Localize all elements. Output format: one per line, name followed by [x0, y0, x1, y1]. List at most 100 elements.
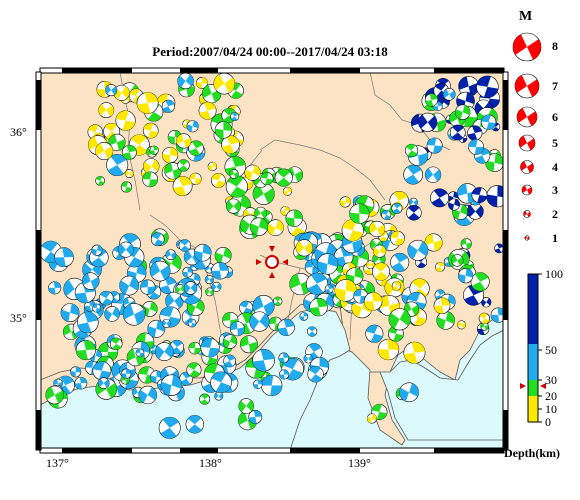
magnitude-legend: [512, 32, 542, 241]
earthquake-ball-376: [467, 125, 483, 141]
magnitude-legend-ball-8: [512, 32, 542, 62]
earthquake-ball-177: [98, 102, 115, 119]
magnitude-label-5: 5: [552, 136, 558, 150]
magnitude-legend-ball-6: [516, 106, 538, 128]
earthquake-ball-43: [214, 391, 224, 401]
earthquake-ball-462: [210, 371, 232, 394]
earthquake-ball-312: [368, 220, 386, 238]
earthquake-ball-343: [403, 164, 423, 185]
earthquake-ball-378: [468, 139, 485, 155]
earthquake-ball-359: [485, 153, 504, 173]
latitude-label-35: 35°: [10, 311, 27, 325]
magnitude-legend-title: M: [519, 9, 533, 24]
earthquake-ball-405: [458, 268, 474, 284]
earthquake-ball-96: [186, 362, 202, 378]
earthquake-ball-437: [277, 318, 295, 337]
earthquake-ball-444: [371, 403, 388, 420]
latitude-label-36: 36°: [10, 125, 27, 139]
earthquake-ball-271: [295, 239, 313, 257]
earthquake-ball-348: [424, 166, 442, 183]
earthquake-ball-431: [309, 297, 328, 317]
earthquake-ball-338: [486, 185, 504, 208]
earthquake-ball-136: [211, 262, 229, 280]
earthquake-ball-386: [481, 297, 492, 308]
earthquake-ball-347: [406, 205, 422, 221]
magnitude-legend-ball-3: [521, 184, 533, 196]
earthquake-ball-452: [363, 292, 383, 311]
earthquake-ball-446: [377, 338, 400, 361]
earthquake-ball-279: [316, 253, 339, 275]
earthquake-ball-137: [45, 385, 65, 405]
earthquake-ball-349: [476, 75, 499, 99]
earthquake-ball-221: [267, 219, 284, 237]
earthquake-ball-219: [225, 198, 242, 214]
earthquake-ball-192: [95, 142, 114, 161]
earthquake-markers: [40, 72, 504, 439]
earthquake-ball-313: [365, 260, 375, 270]
earthquake-ball-400: [451, 254, 464, 267]
earthquake-ball-34: [211, 281, 222, 292]
earthquake-ball-396: [478, 312, 490, 324]
magnitude-label-7: 7: [552, 79, 558, 93]
earthquake-ball-418: [222, 334, 238, 349]
earthquake-ball-111: [223, 354, 236, 368]
magnitude-label-8: 8: [552, 39, 558, 53]
depth-tick-10: 10: [545, 402, 557, 416]
earthquake-ball-352: [448, 198, 461, 211]
depth-tick-100: 100: [545, 267, 563, 281]
earthquake-ball-317: [334, 279, 357, 302]
earthquake-ball-414: [239, 300, 254, 315]
magnitude-label-1: 1: [552, 231, 558, 245]
magnitude-legend-ball-5: [518, 134, 536, 152]
earthquake-ball-423: [239, 335, 258, 354]
earthquake-ball-328: [458, 75, 480, 97]
earthquake-ball-53: [104, 306, 120, 322]
earthquake-ball-185: [172, 176, 193, 197]
earthquake-ball-206: [221, 135, 240, 154]
earthquake-ball-170: [121, 144, 137, 160]
earthquake-ball-10: [165, 291, 184, 311]
earthquake-ball-267: [305, 272, 329, 295]
earthquake-ball-95: [92, 303, 102, 313]
earthquake-ball-460: [248, 410, 263, 424]
earthquake-ball-234: [244, 164, 261, 181]
earthquake-ball-78: [98, 290, 114, 306]
depth-colorbar: [520, 273, 546, 423]
earthquake-ball-369: [454, 104, 471, 120]
earthquake-ball-454: [388, 308, 411, 331]
earthquake-ball-198: [176, 133, 192, 149]
earthquake-ball-0: [159, 276, 177, 295]
earthquake-ball-323: [389, 230, 405, 246]
epicenter-marker: [256, 246, 288, 278]
earthquake-ball-205: [211, 173, 226, 188]
magnitude-label-4: 4: [552, 160, 558, 174]
earthquake-ball-113: [82, 272, 100, 290]
earthquake-ball-144: [161, 146, 179, 164]
earthquake-ball-322: [349, 203, 370, 224]
earthquake-ball-169: [106, 154, 129, 177]
earthquake-ball-457: [253, 379, 263, 390]
earthquake-ball-439: [303, 354, 313, 364]
earthquake-ball-83: [161, 318, 171, 328]
longitude-label-139: 139°: [348, 456, 371, 470]
earthquake-ball-109: [149, 260, 171, 282]
depth-scale-title: Depth(km): [504, 446, 560, 460]
longitude-label-138: 138°: [199, 456, 222, 470]
earthquake-ball-183: [108, 133, 126, 152]
earthquake-ball-189: [142, 122, 159, 139]
earthquake-ball-125: [160, 374, 183, 396]
earthquake-ball-73: [91, 244, 103, 256]
magnitude-legend-ball-4: [520, 160, 534, 174]
earthquake-ball-209: [213, 72, 236, 95]
earthquake-ball-179: [186, 120, 199, 133]
earthquake-ball-367: [424, 93, 439, 107]
earthquake-ball-453: [365, 324, 384, 343]
earthquake-ball-435: [252, 348, 275, 372]
earthquake-ball-228: [282, 186, 292, 196]
earthquake-ball-127: [117, 241, 134, 258]
earthquake-ball-191: [188, 140, 204, 156]
earthquake-ball-379: [430, 188, 449, 208]
earthquake-ball-426: [278, 352, 290, 364]
